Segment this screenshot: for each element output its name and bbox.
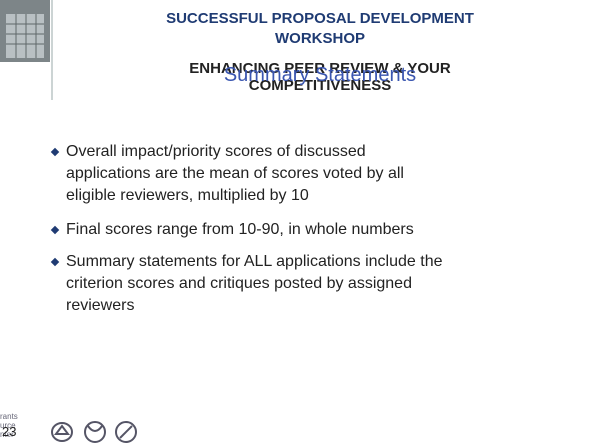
header-title: WORKSHOP [60,30,580,47]
bullet-text: Final scores range from 10-90, in whole … [66,219,414,241]
logos [52,422,136,442]
slide-title: Summary Statements [60,64,580,87]
bullet-text: Overall impact/priority scores of discus… [66,141,366,163]
header-title: SUCCESSFUL PROPOSAL DEVELOPMENT [60,10,580,27]
slide: SUCCESSFUL PROPOSAL DEVELOPMENT WORKSHOP… [0,0,592,446]
bullet-text: criterion scores and critiques posted by… [66,273,412,295]
logo-text-line: rants [0,412,18,421]
bullet-text: applications are the mean of scores vote… [66,163,404,185]
slide-number: 23 [2,424,16,439]
building-image [6,14,44,58]
bullet-text: Summary statements for ALL applications … [66,251,443,273]
bullet-text: eligible reviewers, multiplied by 10 [66,185,309,207]
bullet-text: reviewers [66,295,134,317]
